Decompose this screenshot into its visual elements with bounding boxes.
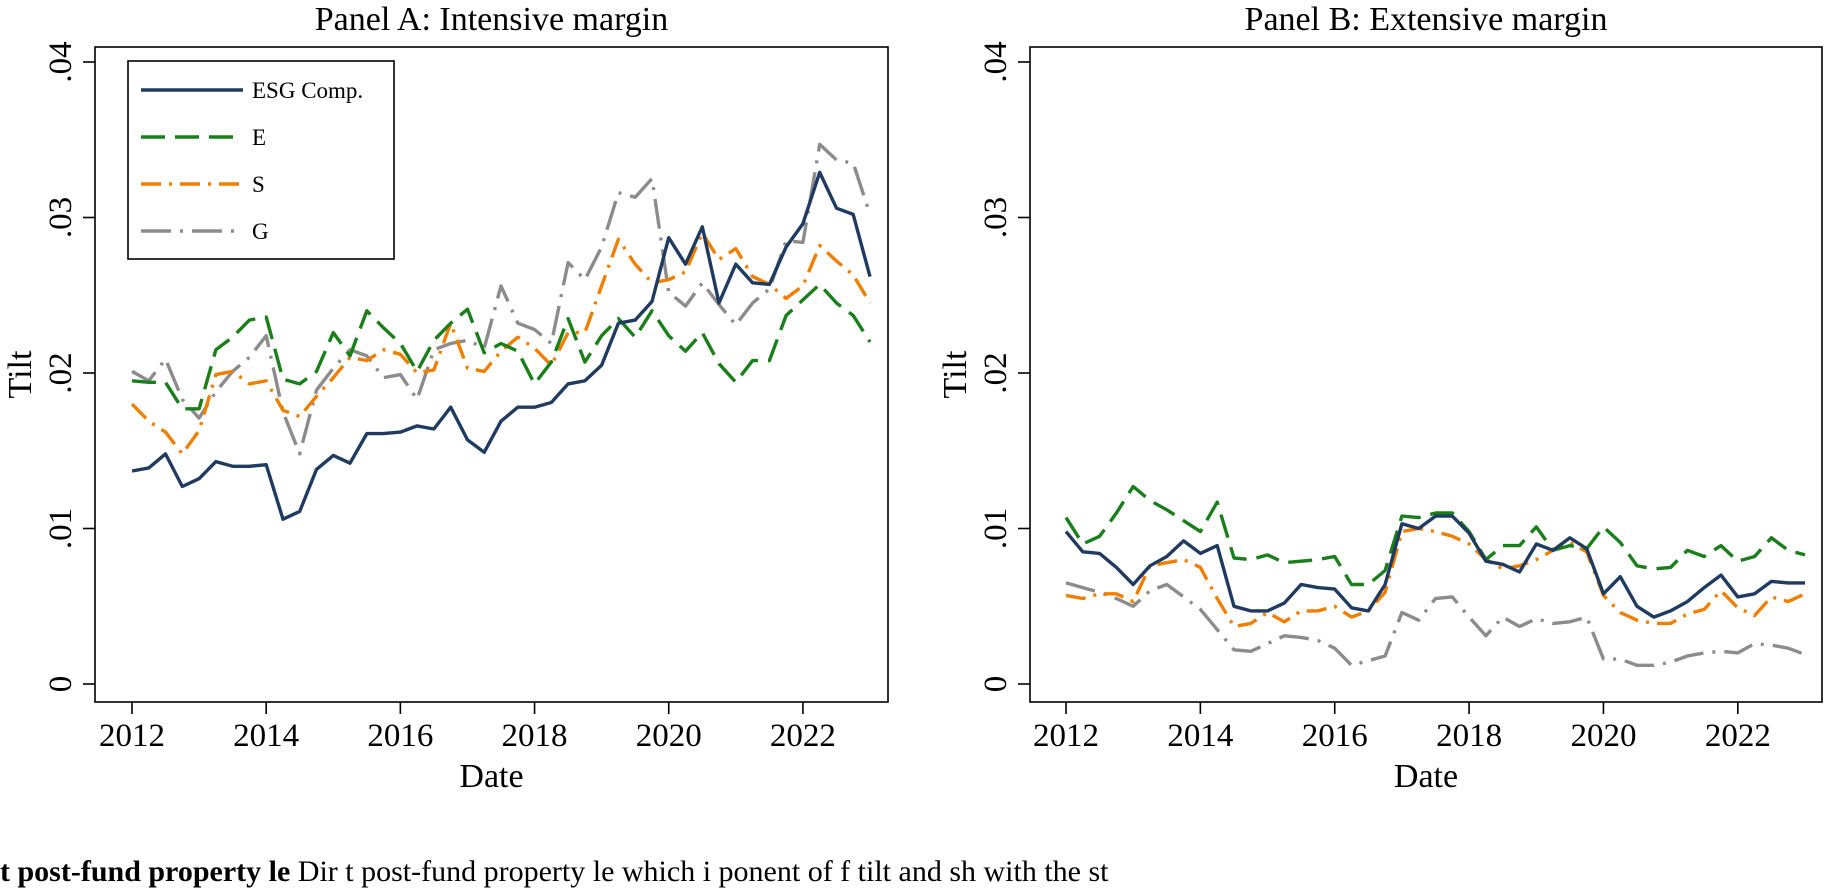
- panel-b-y-tick-label: 0: [978, 676, 1014, 693]
- panel-b-x-tick-label: 2014: [1167, 718, 1233, 754]
- panel-a-series-s: [130, 231, 872, 456]
- panel-a-plot-frame: [94, 46, 889, 703]
- legend-label: ESG Comp.: [252, 78, 363, 103]
- panel-a-x-tick-label: 2018: [502, 718, 568, 754]
- panel-a-x-tick-label: 2022: [770, 718, 836, 754]
- caption-bold: t post-fund property le: [0, 855, 291, 888]
- panel-a-x-tick-label: 2016: [367, 718, 433, 754]
- legend-label: E: [252, 125, 266, 150]
- panel-a-x-tick-label: 2020: [636, 718, 702, 754]
- figure-caption: t post-fund property le Dir t post-fund …: [0, 855, 1109, 889]
- panel-a-legend: ESG Comp. ESG: [127, 60, 395, 260]
- legend-label: S: [252, 172, 265, 197]
- panel-b-y-tick-label: .03: [978, 197, 1014, 238]
- panel-b-y-axis-label: Tilt: [937, 350, 974, 398]
- panel-a-series-esg-comp: [131, 170, 872, 521]
- legend-label: G: [252, 219, 269, 244]
- panel-a-y-tick-label: 0: [43, 676, 79, 693]
- panel-b-x-tick-label: 2016: [1302, 718, 1368, 754]
- panel-b-title: Panel B: Extensive margin: [1245, 1, 1608, 38]
- panel-b-plot-frame: [1029, 46, 1823, 703]
- panel-b-x-axis-label: Date: [1394, 758, 1458, 795]
- panel-b-series-esg-comp: [1064, 514, 1805, 619]
- figure: Panel A: Intensive margin 2012 2014 2016 201…: [2, 1, 1823, 795]
- panel-b-x-tick-label: 2020: [1570, 718, 1636, 754]
- panel-a-y-tick-label: .03: [43, 197, 79, 238]
- caption-text: Dir t post-fund property le which i pone…: [290, 855, 1109, 888]
- panel-b-y-tick-label: .01: [978, 508, 1014, 549]
- panel-b-series-g: [1065, 581, 1806, 667]
- panel-b-y-tick-label: .02: [978, 352, 1014, 393]
- panel-a-title: Panel A: Intensive margin: [315, 1, 668, 38]
- panel-a-y-tick-label: .04: [43, 41, 79, 82]
- panel-a-x-axis-label: Date: [459, 758, 523, 795]
- chart-figure: Panel A: Intensive margin 2012 2014 2016 201…: [2, 1, 1823, 795]
- panel-a-x-tick-label: 2014: [233, 718, 299, 754]
- panel-b-x-tick-label: 2012: [1033, 718, 1099, 754]
- panel-b-y-tick-label: .04: [978, 41, 1014, 82]
- legend-box: [127, 60, 395, 260]
- panel-b: Panel B: Extensive margin 2012 2014 2016 201…: [937, 1, 1823, 795]
- panel-a-x-tick-label: 2012: [99, 718, 165, 754]
- panel-b-x-tick-label: 2022: [1705, 718, 1771, 754]
- panel-a: Panel A: Intensive margin 2012 2014 2016 201…: [2, 1, 889, 795]
- panel-a-series-e: [131, 282, 872, 411]
- panel-a-y-tick-label: .01: [43, 508, 79, 549]
- panel-a-series-g: [131, 142, 872, 456]
- panel-a-y-axis-label: Tilt: [2, 350, 39, 398]
- panel-a-y-tick-label: .02: [43, 352, 79, 393]
- panel-b-series-s: [1065, 526, 1806, 629]
- panel-b-series-e: [1064, 484, 1806, 587]
- panel-b-x-tick-label: 2018: [1436, 718, 1502, 754]
